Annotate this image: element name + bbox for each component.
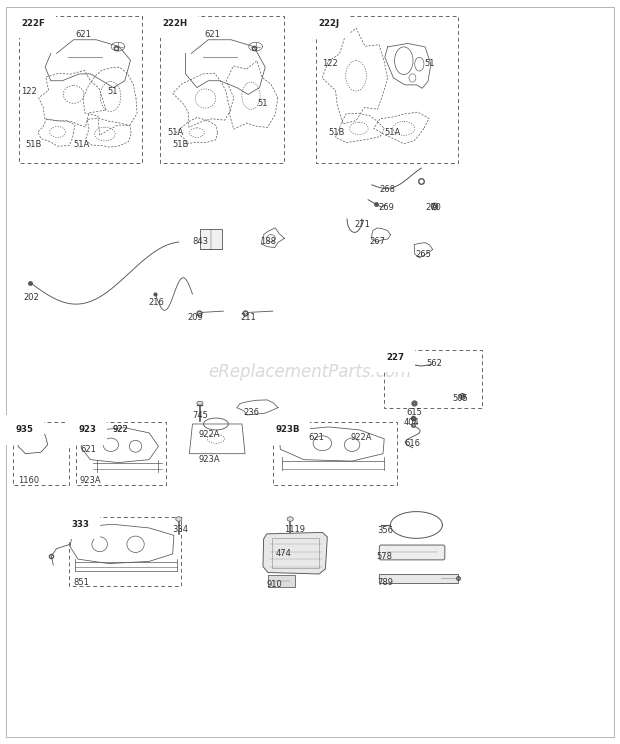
Text: 789: 789 xyxy=(377,578,393,588)
Bar xyxy=(76,423,167,485)
Ellipse shape xyxy=(197,401,203,405)
Text: 269: 269 xyxy=(378,202,394,212)
Text: 333: 333 xyxy=(71,520,89,529)
Text: 910: 910 xyxy=(267,580,283,589)
Text: 236: 236 xyxy=(244,408,260,417)
Text: eReplacementParts.com: eReplacementParts.com xyxy=(208,363,412,381)
Text: 923B: 923B xyxy=(275,426,300,434)
Text: 922A: 922A xyxy=(198,430,220,439)
Text: 621: 621 xyxy=(309,433,325,442)
Text: 222J: 222J xyxy=(319,19,340,28)
Text: 505: 505 xyxy=(452,394,468,403)
Text: 216: 216 xyxy=(148,298,164,307)
Text: 621: 621 xyxy=(80,445,95,454)
Text: 843: 843 xyxy=(192,237,208,246)
Ellipse shape xyxy=(287,517,293,522)
Text: 935: 935 xyxy=(16,426,33,434)
Text: 621: 621 xyxy=(75,31,91,39)
Text: 851: 851 xyxy=(74,578,89,588)
Text: 1119: 1119 xyxy=(284,525,305,534)
Bar xyxy=(379,574,458,583)
Text: 923: 923 xyxy=(79,426,97,434)
Text: 922: 922 xyxy=(112,426,128,434)
Polygon shape xyxy=(263,533,327,574)
Text: 270: 270 xyxy=(425,202,441,212)
Text: 268: 268 xyxy=(379,185,396,194)
Text: 578: 578 xyxy=(377,552,393,561)
Text: 265: 265 xyxy=(415,250,431,259)
Bar xyxy=(161,16,284,163)
Text: 222H: 222H xyxy=(163,19,188,28)
Text: 474: 474 xyxy=(275,549,291,558)
Text: 404: 404 xyxy=(404,418,420,427)
Bar xyxy=(19,16,142,163)
Text: 922: 922 xyxy=(112,426,128,434)
Bar xyxy=(316,16,458,163)
Bar xyxy=(272,539,319,568)
Text: 1160: 1160 xyxy=(18,476,39,485)
Ellipse shape xyxy=(175,517,182,522)
Text: 211: 211 xyxy=(241,312,257,321)
Text: 621: 621 xyxy=(205,31,221,39)
Text: 51: 51 xyxy=(425,59,435,68)
Text: 334: 334 xyxy=(172,525,188,534)
FancyBboxPatch shape xyxy=(379,545,445,560)
Text: 745: 745 xyxy=(192,411,208,420)
Text: 122: 122 xyxy=(322,59,338,68)
Text: 51: 51 xyxy=(257,99,268,108)
Text: 51B: 51B xyxy=(172,141,189,150)
Text: 51A: 51A xyxy=(74,141,90,150)
Bar xyxy=(200,228,222,249)
Bar xyxy=(69,517,181,586)
Text: 616: 616 xyxy=(404,439,420,448)
Text: 923A: 923A xyxy=(198,455,220,464)
Text: 267: 267 xyxy=(370,237,386,246)
Bar xyxy=(268,575,295,587)
Text: 209: 209 xyxy=(187,312,203,321)
Text: 51B: 51B xyxy=(329,129,345,138)
Text: 202: 202 xyxy=(23,293,38,302)
Text: 51: 51 xyxy=(107,87,118,96)
Bar xyxy=(13,423,69,485)
Text: 562: 562 xyxy=(427,359,442,368)
Text: 188: 188 xyxy=(260,237,277,246)
Text: 122: 122 xyxy=(21,87,37,96)
Text: 222F: 222F xyxy=(22,19,45,28)
Text: 227: 227 xyxy=(387,353,405,362)
Text: 356: 356 xyxy=(377,527,393,536)
Text: 923A: 923A xyxy=(80,476,102,485)
Text: 271: 271 xyxy=(355,219,370,228)
Text: 51A: 51A xyxy=(384,129,401,138)
Bar xyxy=(273,423,397,485)
Text: 615: 615 xyxy=(407,408,422,417)
Bar xyxy=(384,350,482,408)
Text: 922A: 922A xyxy=(350,433,372,442)
Text: 51B: 51B xyxy=(25,141,42,150)
Text: 51A: 51A xyxy=(168,129,184,138)
